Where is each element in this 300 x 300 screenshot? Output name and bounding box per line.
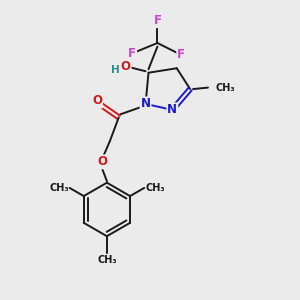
Text: O: O: [92, 94, 102, 107]
Text: N: N: [167, 103, 177, 116]
Text: F: F: [153, 14, 161, 27]
Text: N: N: [140, 98, 151, 110]
Text: O: O: [98, 155, 107, 168]
Text: CH₃: CH₃: [97, 255, 117, 265]
Text: CH₃: CH₃: [49, 183, 69, 193]
Text: H: H: [111, 65, 119, 75]
Text: F: F: [177, 48, 185, 62]
Text: F: F: [128, 47, 136, 60]
Text: CH₃: CH₃: [145, 183, 165, 193]
Text: CH₃: CH₃: [215, 82, 235, 93]
Text: O: O: [121, 60, 130, 73]
